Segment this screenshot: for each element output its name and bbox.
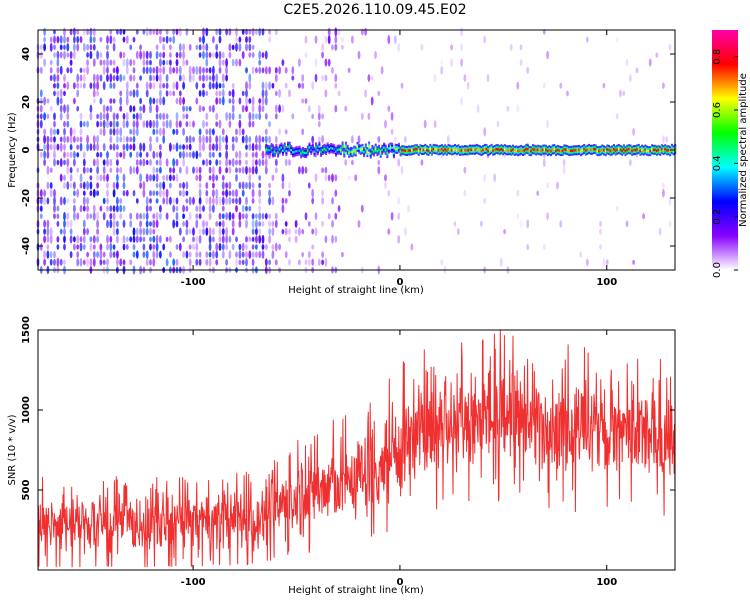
x-tick-label: -100 (181, 277, 206, 288)
x-tick-label: 100 (596, 277, 617, 288)
colorbar-ticks: 0.0 0.2 0.4 0.6 0.8 (712, 49, 738, 278)
y-tick-label: -40 (21, 237, 32, 255)
y-tick-label: 0 (21, 146, 32, 153)
spectrogram-y-label: Frequency (Hz) (7, 112, 18, 188)
colorbar-tick-label: 0.6 (712, 102, 723, 118)
snr-x-ticks: -100 0 100 (181, 330, 617, 588)
snr-series (37, 329, 676, 568)
figure-title: C2E5.2026.110.09.45.E02 (283, 2, 466, 18)
spectrogram-y-ticks: -40 -20 0 20 40 (21, 47, 675, 255)
colorbar-gradient (712, 30, 738, 270)
y-tick-label: 500 (21, 480, 32, 501)
heatmap-cells (36, 27, 672, 275)
snr-x-label: Height of straight line (km) (288, 585, 424, 596)
spectrogram-panel: -100 0 100 -40 -20 0 20 40 Height of straight … (7, 27, 677, 296)
y-tick-label: 1500 (21, 316, 32, 344)
snr-y-ticks: 500 1000 1500 (21, 316, 675, 500)
colorbar-label: Normalized spectral amplitude (738, 73, 749, 227)
colorbar: 0.0 0.2 0.4 0.6 0.8 Normalized spectral ampl… (712, 30, 749, 278)
y-tick-label: -20 (21, 189, 32, 207)
x-tick-label: 0 (396, 577, 403, 588)
snr-panel: -100 0 100 500 1000 1500 Height of straight … (7, 316, 676, 596)
y-tick-label: 20 (21, 95, 32, 109)
y-tick-label: 1000 (21, 396, 32, 424)
x-tick-label: 100 (596, 577, 617, 588)
snr-line (37, 329, 676, 568)
spectrogram-x-label: Height of straight line (km) (288, 285, 424, 296)
colorbar-tick-label: 0.4 (712, 155, 723, 171)
signal-band (265, 141, 677, 159)
colorbar-tick-label: 0.0 (712, 262, 723, 278)
colorbar-tick-label: 0.8 (712, 49, 723, 65)
snr-frame (37, 329, 676, 571)
x-tick-label: -100 (181, 577, 206, 588)
y-tick-label: 40 (21, 47, 32, 61)
x-tick-label: 0 (396, 277, 403, 288)
colorbar-tick-label: 0.2 (712, 209, 723, 225)
snr-y-label: SNR (10 * v/v) (7, 414, 18, 485)
spectrogram-x-ticks: -100 0 100 (181, 30, 617, 288)
